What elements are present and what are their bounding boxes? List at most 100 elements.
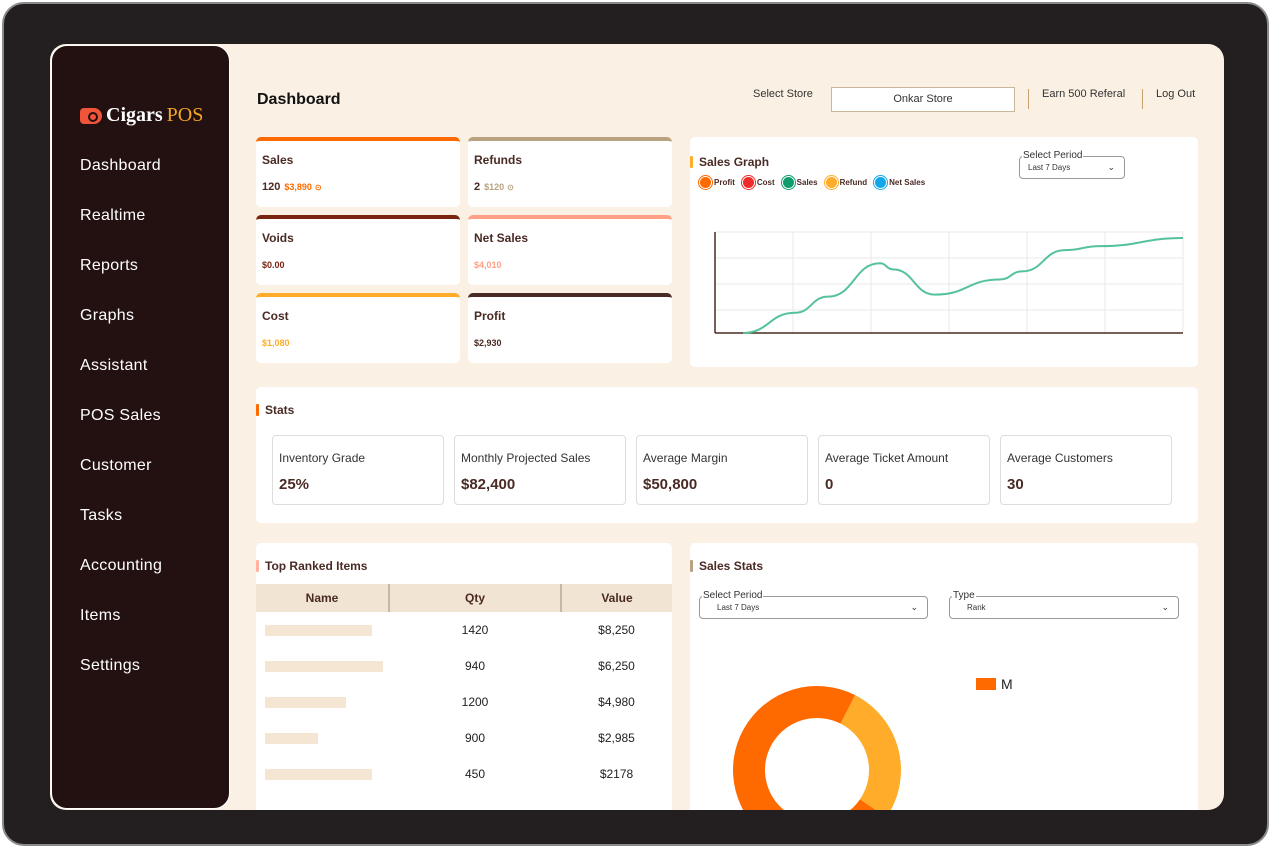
sidebar: Cigars POS Dashboard Realtime Reports Graph… — [51, 45, 230, 809]
legend-dot-icon — [782, 177, 794, 188]
kpi-label: Voids — [262, 231, 294, 245]
chart-legend: Profit Cost Sales Refund Net Sales — [700, 177, 925, 188]
qty-cell: 1420 — [461, 623, 489, 637]
stat-value: 30 — [1007, 476, 1024, 493]
legend-label: Profit — [714, 178, 735, 187]
qty-cell: 900 — [464, 731, 486, 745]
sidebar-item-pos-sales[interactable]: POS Sales — [80, 407, 161, 424]
value-cell: $6,250 — [598, 659, 635, 673]
sidebar-item-dashboard[interactable]: Dashboard — [80, 157, 161, 174]
item-name-placeholder — [265, 732, 318, 744]
donut-slice[interactable] — [840, 695, 901, 810]
legend-label: M — [1001, 676, 1013, 692]
stat-card-monthly-projected-sales: Monthly Projected Sales $82,400 — [454, 435, 626, 505]
cigar-logo-icon — [80, 107, 102, 124]
stat-value: 25% — [279, 476, 310, 493]
sidebar-item-reports[interactable]: Reports — [80, 257, 139, 274]
stat-value: 0 — [825, 476, 834, 493]
item-name-placeholder — [265, 624, 372, 636]
sales-stats-card: Sales Stats Select Period Last 7 Days ⌄ … — [690, 543, 1198, 810]
kpi-card-profit[interactable]: Profit $2,930 — [468, 293, 672, 363]
sidebar-item-customer[interactable]: Customer — [80, 457, 152, 474]
stat-value: $82,400 — [461, 476, 516, 493]
select-value: Rank — [967, 603, 986, 612]
qty-cell: 450 — [464, 767, 486, 781]
sidebar-item-settings[interactable]: Settings — [80, 657, 141, 674]
period-select[interactable]: Select Period Last 7 Days ⌄ — [1019, 150, 1125, 179]
kpi-card-sales[interactable]: Sales 120 $3,890 ⊙ — [256, 137, 460, 207]
logo: Cigars POS — [80, 104, 203, 127]
info-icon: ⊙ — [507, 183, 514, 192]
period-select[interactable]: Select Period Last 7 Days ⌄ — [699, 590, 928, 619]
column-header-name[interactable]: Name — [256, 584, 389, 612]
legend-item-sales[interactable]: Sales — [782, 177, 818, 188]
section-title: Sales Stats — [690, 559, 764, 573]
select-value: Last 7 Days — [717, 603, 760, 612]
divider — [1028, 89, 1029, 109]
stats-card: Stats Inventory Grade 25% Monthly Projecte… — [256, 387, 1198, 523]
stat-label: Average Margin — [643, 451, 728, 465]
chevron-down-icon: ⌄ — [1107, 162, 1115, 172]
section-title: Sales Graph — [690, 155, 770, 169]
stat-card-inventory-grade: Inventory Grade 25% — [272, 435, 444, 505]
sidebar-item-accounting[interactable]: Accounting — [80, 557, 163, 574]
legend-item-cost[interactable]: Cost — [742, 177, 775, 188]
legend-label: Sales — [796, 178, 818, 187]
type-select[interactable]: Type Rank ⌄ — [949, 590, 1179, 619]
sidebar-item-realtime[interactable]: Realtime — [80, 207, 146, 224]
sidebar-item-assistant[interactable]: Assistant — [80, 357, 148, 374]
legend-label: Net Sales — [889, 178, 926, 187]
kpi-label: Sales — [262, 153, 294, 167]
stat-label: Monthly Projected Sales — [461, 451, 591, 465]
legend-dot-icon — [825, 177, 837, 188]
table-row[interactable]: 450 $2178 — [256, 756, 672, 792]
app-screen: Cigars POS Dashboard Realtime Reports Graph… — [50, 44, 1224, 810]
kpi-count: 2 — [474, 181, 481, 193]
stat-label: Inventory Grade — [279, 451, 366, 465]
table-row[interactable]: 1420 $8,250 — [256, 612, 672, 648]
kpi-amount: $3,890 — [284, 182, 312, 192]
chevron-down-icon: ⌄ — [910, 602, 918, 612]
column-header-qty[interactable]: Qty — [388, 584, 561, 612]
legend-item-profit[interactable]: Profit — [700, 177, 735, 188]
logout-link[interactable]: Log Out — [1156, 88, 1196, 100]
sales-line — [742, 237, 1184, 334]
sidebar-item-graphs[interactable]: Graphs — [80, 307, 135, 324]
kpi-amount: $0.00 — [262, 260, 285, 270]
stat-value: $50,800 — [643, 476, 698, 493]
table-row[interactable]: 1200 $4,980 — [256, 684, 672, 720]
legend-label: Refund — [839, 178, 868, 187]
legend-dot-icon — [700, 177, 711, 188]
legend-item-refund[interactable]: Refund — [825, 177, 868, 188]
referral-link[interactable]: Earn 500 Referal — [1042, 88, 1126, 100]
legend-item-net-sales[interactable]: Net Sales — [875, 177, 925, 188]
logo-accent: POS — [166, 104, 204, 126]
table-row[interactable]: 900 $2,985 — [256, 720, 672, 756]
table-row[interactable]: 940 $6,250 — [256, 648, 672, 684]
select-value: Last 7 Days — [1028, 163, 1071, 172]
stat-card-average-ticket-amount: Average Ticket Amount 0 — [818, 435, 990, 505]
kpi-label: Net Sales — [474, 231, 529, 245]
select-label: Select Period — [702, 590, 764, 601]
kpi-label: Profit — [474, 309, 506, 323]
kpi-card-cost[interactable]: Cost $1,080 — [256, 293, 460, 363]
sidebar-item-items[interactable]: Items — [80, 607, 121, 624]
kpi-card-net-sales[interactable]: Net Sales $4,010 — [468, 215, 672, 285]
store-select[interactable]: Onkar Store — [831, 87, 1015, 112]
column-header-value[interactable]: Value — [560, 584, 672, 612]
qty-cell: 1200 — [461, 695, 489, 709]
info-icon: ⊙ — [314, 183, 322, 192]
item-name-placeholder — [265, 768, 372, 780]
donut-legend-item: M — [976, 676, 1013, 692]
select-label: Type — [952, 590, 976, 601]
qty-cell: 940 — [464, 659, 486, 673]
kpi-amount: $4,010 — [474, 260, 502, 270]
section-title: Top Ranked Items — [256, 559, 368, 573]
donut-slice[interactable] — [733, 686, 886, 810]
kpi-card-voids[interactable]: Voids $0.00 — [256, 215, 460, 285]
top-items-card: Top Ranked Items Name Qty Value 1420 $8,2… — [256, 543, 672, 810]
kpi-card-refunds[interactable]: Refunds 2 $120 ⊙ — [468, 137, 672, 207]
value-cell: $2,985 — [598, 731, 635, 745]
kpi-label: Cost — [262, 309, 289, 323]
sidebar-item-tasks[interactable]: Tasks — [80, 507, 123, 524]
